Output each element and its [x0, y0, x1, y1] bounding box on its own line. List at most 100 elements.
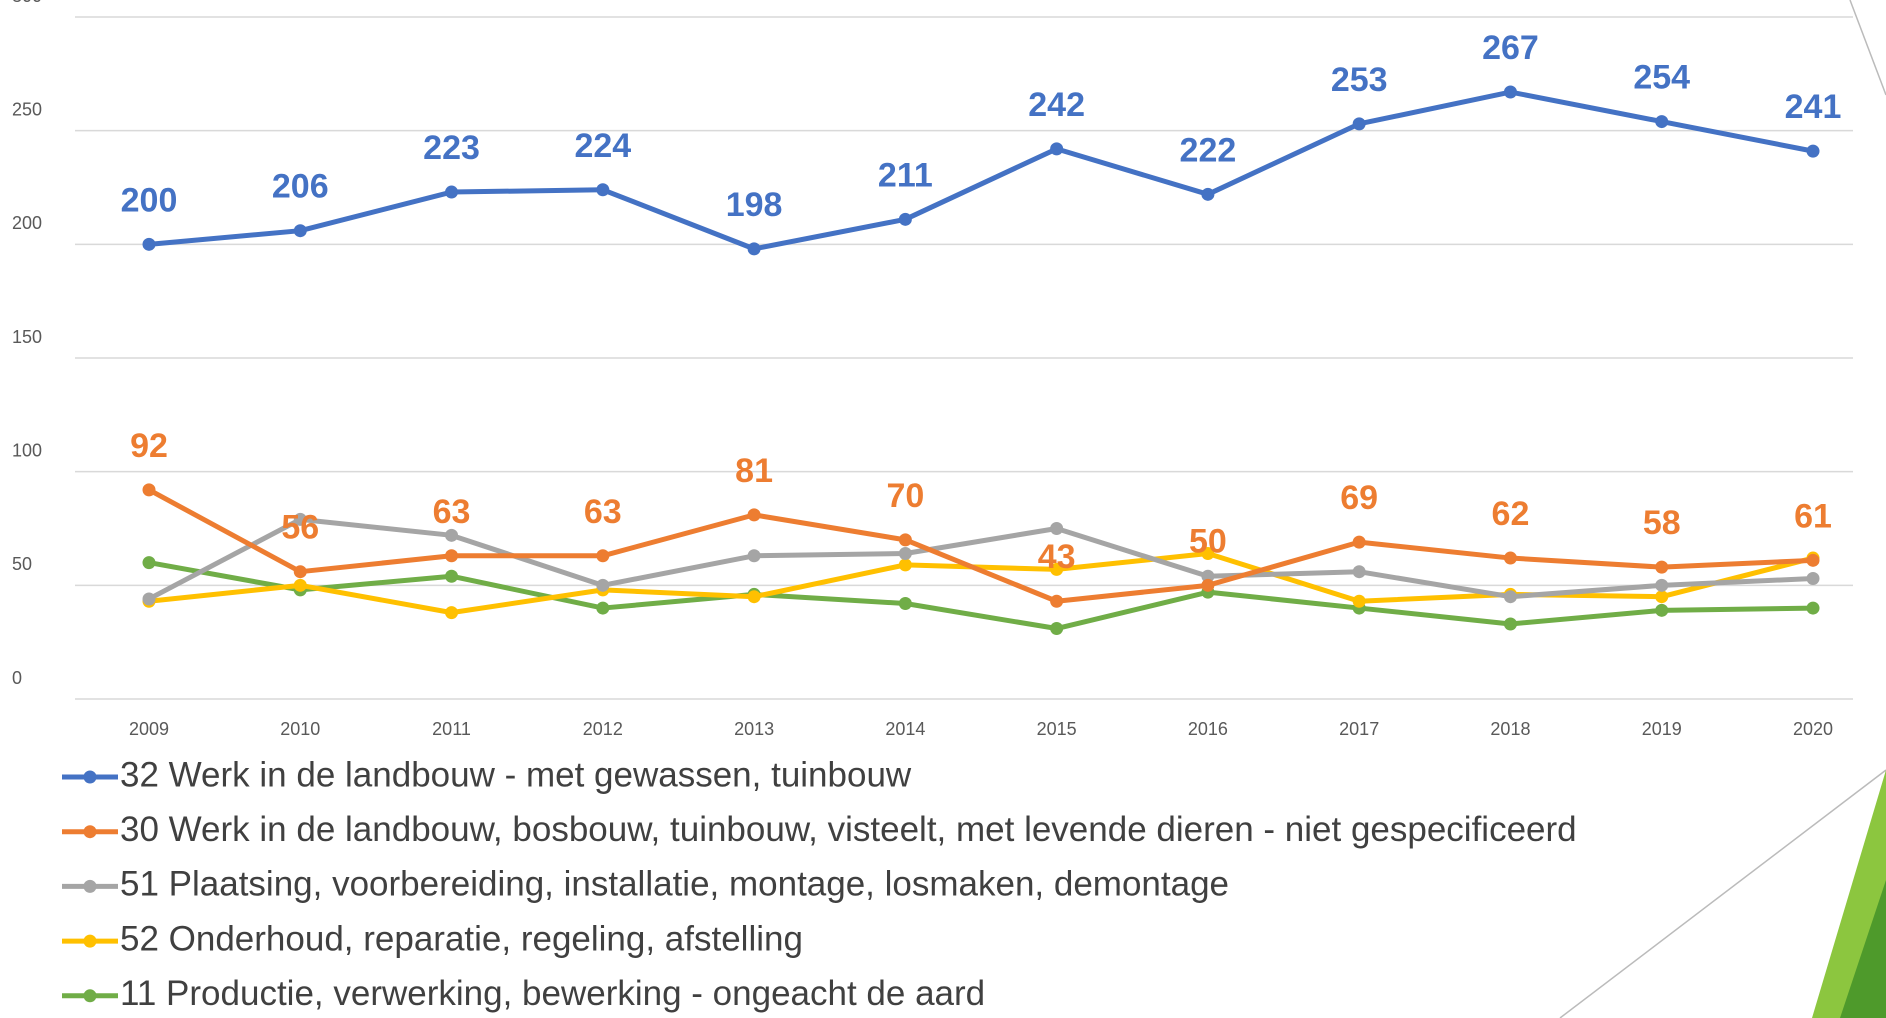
point [445, 606, 459, 620]
point [898, 558, 912, 572]
legend-label: 32 Werk in de landbouw - met gewassen, t… [120, 755, 912, 794]
data-label: 62 [1492, 495, 1530, 533]
y-tick-label: 50 [12, 554, 32, 574]
point [1655, 603, 1669, 617]
point [142, 483, 156, 497]
point [293, 578, 307, 592]
point [1806, 572, 1820, 586]
point [1655, 115, 1669, 129]
point [293, 512, 307, 526]
point [445, 528, 459, 542]
point [1655, 560, 1669, 574]
x-tick-label: 2016 [1188, 719, 1228, 739]
point [142, 592, 156, 606]
series-line [148, 89, 1814, 252]
data-label: 253 [1331, 61, 1388, 99]
legend-label: 52 Onderhoud, reparatie, regeling, afste… [120, 919, 803, 958]
point [1352, 535, 1366, 549]
x-tick-label: 2009 [129, 719, 169, 739]
data-label: 198 [726, 186, 783, 224]
series-line [148, 560, 1814, 632]
point [1352, 594, 1366, 608]
point [293, 565, 307, 579]
x-tick-label: 2013 [734, 719, 774, 739]
data-label: 211 [878, 156, 933, 194]
data-label: 69 [1340, 479, 1378, 517]
legend-marker [83, 879, 97, 893]
legend-label: 30 Werk in de landbouw, bosbouw, tuinbou… [120, 810, 1577, 849]
y-tick-label: 250 [12, 99, 42, 119]
data-label: 254 [1633, 59, 1690, 97]
data-label: 224 [574, 127, 631, 165]
data-label: 50 [1189, 522, 1227, 560]
legend-marker [83, 989, 97, 1003]
point [1050, 622, 1064, 636]
point [1806, 144, 1820, 158]
x-tick-label: 2015 [1037, 719, 1077, 739]
data-label: 61 [1794, 497, 1832, 535]
y-tick-label: 300 [12, 0, 42, 6]
x-tick-label: 2012 [583, 719, 623, 739]
data-label: 242 [1028, 86, 1085, 124]
y-tick-label: 0 [12, 668, 22, 688]
legend-label: 51 Plaatsing, voorbereiding, installatie… [120, 865, 1229, 904]
point [1806, 553, 1820, 567]
point [1503, 617, 1517, 631]
point [1201, 547, 1215, 561]
legend-marker [83, 770, 97, 784]
data-label: 56 [281, 509, 319, 547]
point [1050, 594, 1064, 608]
x-tick-label: 2020 [1793, 719, 1833, 739]
point [1655, 590, 1669, 604]
point [445, 185, 459, 199]
point [293, 224, 307, 238]
y-tick-label: 150 [12, 327, 42, 347]
point [1050, 522, 1064, 535]
point [596, 601, 610, 615]
point [747, 590, 761, 604]
point [445, 549, 459, 563]
decoration [1559, 0, 1886, 1018]
data-label: 206 [272, 168, 329, 206]
point [1655, 578, 1669, 592]
legend-label: 11 Productie, verwerking, bewerking - on… [120, 974, 985, 1013]
point [1352, 565, 1366, 579]
data-label: 223 [423, 129, 480, 167]
legend-marker [83, 934, 97, 948]
series-line [147, 487, 1814, 604]
point [1503, 85, 1517, 99]
point [596, 183, 610, 197]
point [1503, 551, 1517, 565]
point [445, 569, 459, 583]
point [596, 578, 610, 592]
point [898, 212, 912, 226]
data-label: 267 [1482, 29, 1539, 67]
x-tick-label: 2014 [885, 719, 925, 739]
data-label: 200 [121, 181, 178, 219]
point [1050, 142, 1064, 156]
y-tick-label: 200 [12, 213, 42, 233]
x-tick-label: 2018 [1490, 719, 1530, 739]
point [1201, 569, 1215, 583]
point [142, 556, 156, 570]
point [1201, 187, 1215, 201]
y-tick-label: 100 [12, 440, 42, 460]
x-tick-label: 2019 [1642, 719, 1682, 739]
data-label: 58 [1643, 504, 1681, 542]
point [898, 547, 912, 561]
x-tick-label: 2011 [432, 719, 471, 739]
data-label: 70 [886, 477, 924, 515]
point [747, 508, 761, 522]
point [1201, 578, 1215, 592]
data-label: 63 [433, 493, 471, 531]
x-tick-label: 2017 [1339, 719, 1379, 739]
point [596, 549, 610, 563]
data-label: 92 [130, 427, 168, 465]
legend-marker [83, 825, 97, 839]
point [898, 533, 912, 547]
point [747, 242, 761, 256]
series-line [147, 516, 1814, 602]
point [1050, 562, 1064, 576]
point [142, 237, 156, 251]
